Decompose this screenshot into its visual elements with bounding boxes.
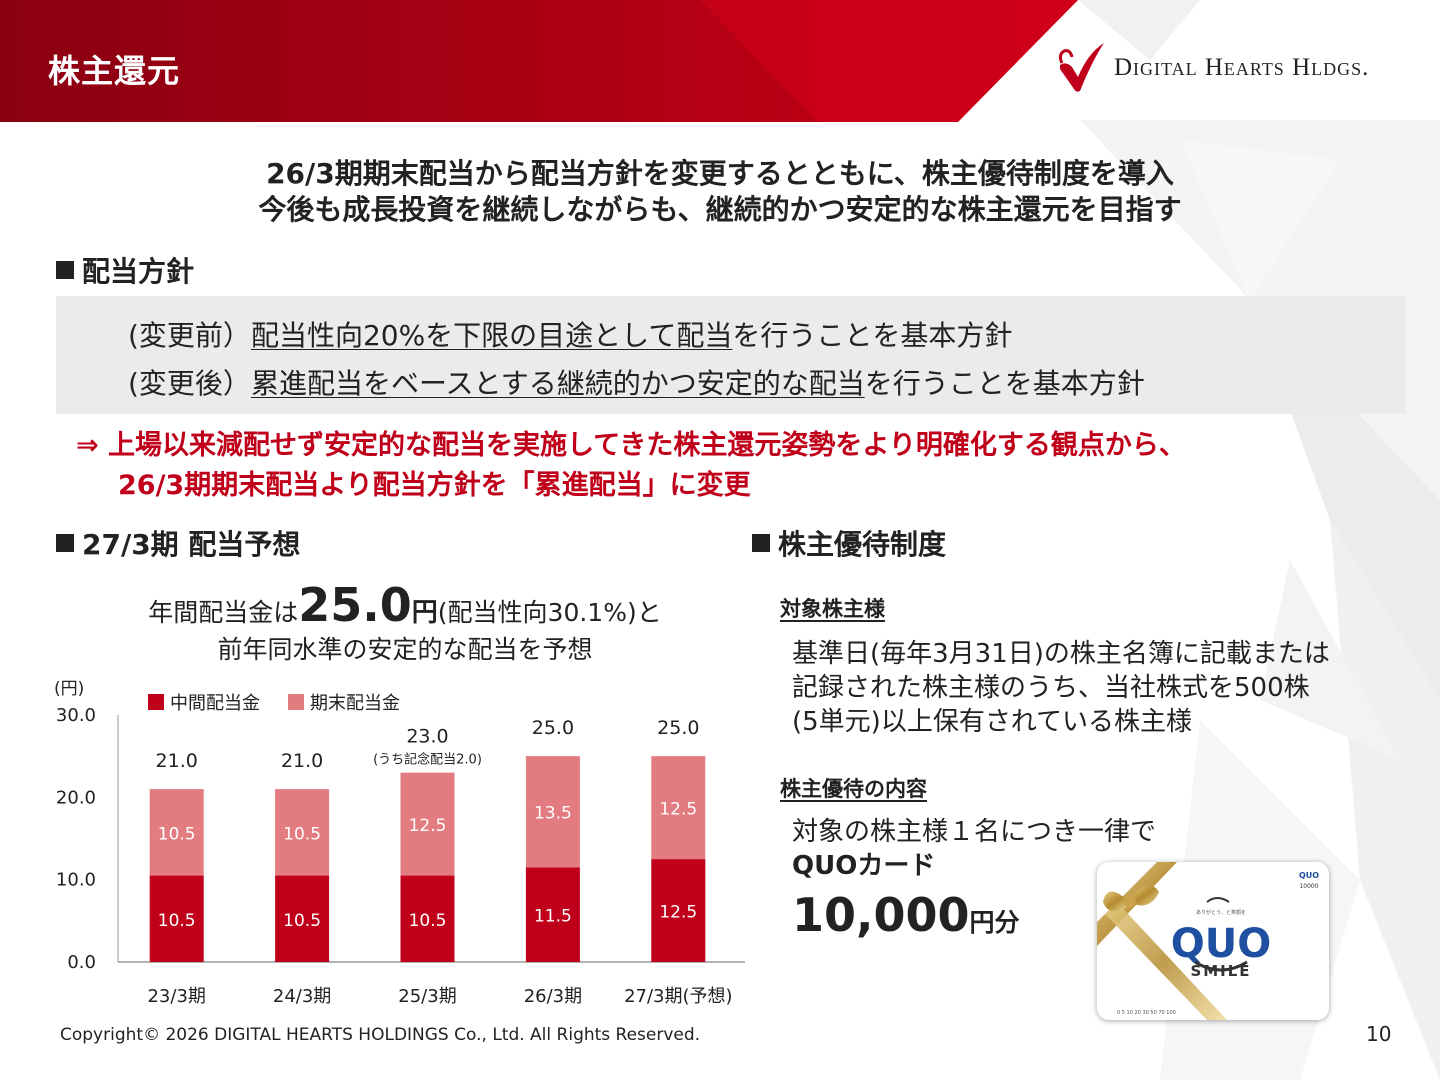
y-tick-label: 0.0	[67, 952, 96, 973]
content-line-1: 対象の株主様１名につき一律で	[792, 817, 1157, 847]
policy-note-line-1: ⇒ 上場以来減配せず安定的な配当を実施してきた株主還元姿勢をより明確化する観点か…	[76, 430, 1186, 461]
bar-total-label: 21.0	[156, 750, 198, 772]
x-tick-label: 24/3期	[273, 986, 331, 1007]
arrow-icon: ⇒	[76, 430, 99, 461]
x-tick-label: 27/3期(予想)	[624, 986, 732, 1007]
bar-value-label: 10.5	[158, 824, 196, 844]
y-tick-label: 30.0	[56, 705, 96, 726]
bar-interim-1	[149, 875, 204, 962]
bullet-square-icon	[752, 534, 770, 552]
headline-line-2: 今後も成長投資を継続しながらも、継続的かつ安定的な株主還元を目指す	[258, 193, 1182, 226]
legend-label-1: 中間配当金	[170, 693, 260, 714]
x-tick-label: 25/3期	[398, 986, 456, 1007]
quo-sub-text: SMILE	[1190, 962, 1251, 980]
target-line-2: 記録された株主様のうち、当社株式を500株	[792, 673, 1310, 703]
target-heading: 対象株主様	[780, 597, 885, 621]
bullet-square-icon	[56, 261, 74, 279]
page-number: 10	[1366, 1022, 1392, 1046]
headline-line-1: 26/3期期末配当から配当方針を変更するとともに、株主優待制度を導入	[266, 157, 1174, 190]
bar-interim-5	[651, 859, 706, 962]
bar-value-label: 12.5	[659, 800, 697, 820]
quo-brand-text: QUO	[1171, 921, 1272, 967]
checkmark-heart-icon	[1058, 43, 1104, 92]
bar-value-label: 12.5	[409, 816, 447, 836]
bar-yearend-4	[525, 756, 580, 868]
quo-scale: 0 5 10 20 30 50 70 100	[1117, 1010, 1176, 1016]
footer-copyright: Copyright© 2026 DIGITAL HEARTS HOLDINGS …	[60, 1025, 701, 1045]
bar-yearend-1	[149, 789, 204, 876]
slide-title: 株主還元	[48, 52, 181, 90]
bar-value-label: 10.5	[409, 911, 447, 931]
x-tick-label: 23/3期	[147, 986, 205, 1007]
bar-value-label: 10.5	[283, 911, 321, 931]
quo-corner-value: 10000	[1299, 883, 1318, 890]
bar-yearend-5	[651, 756, 706, 860]
bar-value-label: 13.5	[534, 804, 572, 824]
legend-label-2: 期末配当金	[310, 693, 400, 714]
forecast-heading: 27/3期 配当予想	[56, 523, 300, 563]
header-band	[0, 0, 1200, 122]
benefit-heading: 株主優待制度	[752, 523, 946, 563]
bar-total-label: 23.0	[406, 726, 448, 748]
content-heading: 株主優待の内容	[780, 777, 927, 801]
forecast-line-1: 年間配当金は25.0円(配当性向30.1%)と	[148, 578, 662, 632]
policy-box	[56, 296, 1406, 414]
legend-swatch-1	[148, 694, 164, 710]
target-line-1: 基準日(毎年3月31日)の株主名簿に記載または	[792, 639, 1330, 669]
bullet-square-icon	[56, 534, 74, 552]
dividend-chart: (円) 0.0 10.0 20.0 30.0 中間配当金 期末配当金 10.5 10.5 21.0…	[54, 679, 745, 1007]
policy-heading: 配当方針	[56, 250, 194, 290]
quo-card-image: QUO SMILE ありがとう、と笑顔を QUO 10000 0 5 10 20…	[1097, 862, 1329, 1020]
policy-before: (変更前）配当性向20%を下限の目途として配当を行うことを基本方針	[128, 319, 1013, 352]
content-amount: 10,000円分	[792, 888, 1020, 942]
bar-total-label: 25.0	[532, 717, 574, 739]
quo-corner-brand: QUO	[1299, 871, 1319, 880]
bar-yearend-3	[400, 772, 455, 876]
logo-text: Digital Hearts Hldgs.	[1114, 54, 1370, 81]
bar-yearend-2	[275, 789, 330, 876]
bar-annotation: (うち記念配当2.0)	[373, 752, 482, 768]
policy-note-line-2: 26/3期期末配当より配当方針を「累進配当」に変更	[118, 470, 751, 501]
bar-total-label: 25.0	[657, 717, 699, 739]
x-tick-label: 26/3期	[524, 986, 582, 1007]
bar-interim-4	[525, 867, 580, 962]
quo-tagline: ありがとう、と笑顔を	[1196, 909, 1246, 916]
bar-value-label: 11.5	[534, 907, 572, 927]
bar-value-label: 12.5	[659, 903, 697, 923]
quo-card-graphic: QUO SMILE ありがとう、と笑顔を QUO 10000 0 5 10 20…	[1097, 862, 1319, 1020]
forecast-line-2: 前年同水準の安定的な配当を予想	[217, 635, 593, 664]
bar-value-label: 10.5	[158, 911, 196, 931]
content-line-2: QUOカード	[792, 851, 936, 881]
bar-interim-3	[400, 875, 455, 962]
y-tick-label: 20.0	[56, 787, 96, 808]
y-unit-label: (円)	[54, 679, 84, 699]
policy-after: (変更後）累進配当をベースとする継続的かつ安定的な配当を行うことを基本方針	[128, 367, 1145, 400]
target-line-3: (5単元)以上保有されている株主様	[792, 707, 1193, 737]
y-tick-label: 10.0	[56, 870, 96, 891]
bar-total-label: 21.0	[281, 750, 323, 772]
company-logo: Digital Hearts Hldgs.	[1056, 40, 1426, 96]
bar-interim-2	[275, 875, 330, 962]
bar-value-label: 10.5	[283, 824, 321, 844]
legend-swatch-2	[288, 694, 304, 710]
